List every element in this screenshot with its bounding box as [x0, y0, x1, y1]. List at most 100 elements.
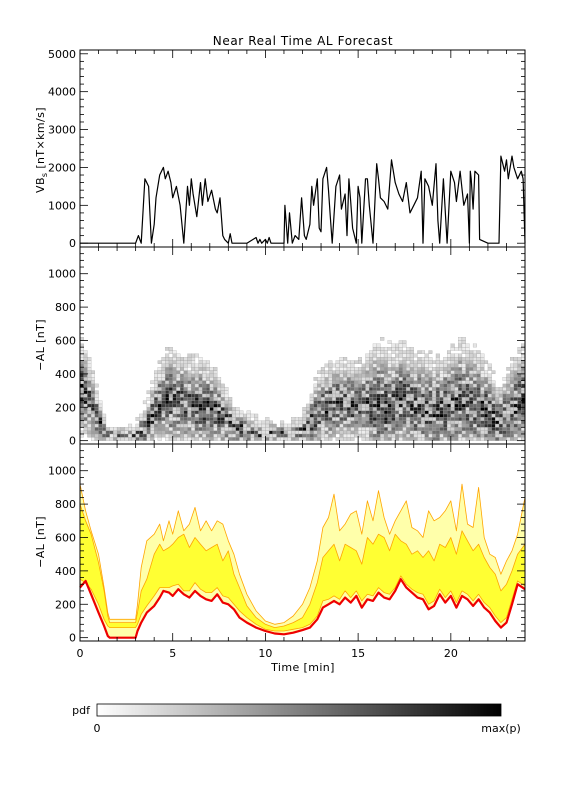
pdf-cell — [510, 390, 515, 395]
colorbar-max-label: max(p) — [481, 722, 521, 735]
pdf-cell — [306, 407, 311, 411]
pdf-cell — [450, 400, 455, 405]
pdf-cell — [480, 423, 485, 428]
pdf-cell — [339, 430, 344, 435]
pdf-cell — [335, 387, 340, 391]
pdf-cell — [517, 410, 522, 415]
pdf-cell — [398, 387, 403, 391]
pdf-cell — [439, 430, 444, 435]
pdf-cell — [446, 427, 451, 431]
pdf-cell — [168, 373, 173, 378]
pdf-cell — [439, 367, 444, 371]
pdf-cell — [287, 437, 292, 441]
pdf-cell — [161, 423, 166, 428]
pdf-cell — [435, 427, 440, 431]
pdf-cell — [268, 437, 273, 441]
pdf-cell — [376, 377, 381, 381]
pdf-cell — [109, 433, 114, 438]
pdf-cell — [383, 350, 388, 354]
pdf-cell — [391, 367, 396, 371]
pdf-cell — [306, 437, 311, 441]
pdf-cell — [339, 427, 344, 431]
pdf-cell — [102, 433, 107, 438]
pdf-cell — [239, 437, 244, 441]
pdf-cell — [198, 430, 203, 435]
pdf-cell — [454, 423, 459, 428]
pdf-cell — [205, 403, 210, 408]
pdf-cell — [339, 413, 344, 418]
pdf-cell — [324, 437, 329, 441]
pdf-cell — [346, 393, 351, 398]
pdf-cell — [450, 393, 455, 398]
pdf-cell — [357, 387, 362, 391]
pdf-cell — [465, 350, 470, 354]
pdf-cell — [402, 367, 407, 371]
pdf-cell — [502, 433, 507, 438]
pdf-cell — [209, 390, 214, 395]
pdf-cell — [406, 420, 411, 425]
pdf-cell — [413, 430, 418, 435]
pdf-cell — [183, 420, 188, 425]
pdf-cell — [172, 397, 177, 401]
pdf-cell — [324, 407, 329, 411]
pdf-cell — [472, 427, 477, 431]
pdf-cell — [291, 420, 296, 425]
pdf-cell — [361, 370, 366, 375]
pdf-cell — [79, 360, 84, 364]
pdf-cell — [350, 430, 355, 435]
pdf-cell — [205, 407, 210, 411]
pdf-cell — [339, 420, 344, 425]
pdf-cell — [205, 437, 210, 441]
pdf-cell — [157, 430, 162, 435]
pdf-cell — [461, 347, 466, 351]
pdf-cell — [350, 410, 355, 415]
pdf-cell — [365, 400, 370, 405]
pdf-cell — [139, 420, 144, 425]
pdf-cell — [450, 397, 455, 401]
pdf-cell — [454, 373, 459, 378]
pdf-cell — [268, 423, 273, 428]
pdf-cell — [510, 377, 515, 381]
pdf-cell — [498, 427, 503, 431]
pdf-cell — [480, 373, 485, 378]
pdf-cell — [313, 427, 318, 431]
pdf-cell — [339, 373, 344, 378]
pdf-cell — [376, 390, 381, 395]
pdf-cell — [313, 377, 318, 381]
pdf-cell — [439, 427, 444, 431]
pdf-cell — [428, 390, 433, 395]
pdf-cell — [458, 357, 463, 361]
pdf-cell — [487, 433, 492, 438]
pdf-cell — [376, 423, 381, 428]
pdf-cell — [391, 383, 396, 388]
pdf-cell — [335, 413, 340, 418]
pdf-cell — [409, 437, 414, 441]
pdf-cell — [146, 430, 151, 435]
pdf-cell — [432, 427, 437, 431]
y-tick-label: 600 — [55, 531, 76, 544]
pdf-cell — [187, 373, 192, 378]
pdf-cell — [406, 367, 411, 371]
pdf-cell — [461, 337, 466, 341]
pdf-cell — [424, 410, 429, 415]
pdf-cell — [202, 370, 207, 375]
pdf-cell — [395, 433, 400, 438]
pdf-cell — [254, 430, 259, 435]
pdf-cell — [180, 357, 184, 361]
pdf-cell — [250, 437, 255, 441]
pdf-cell — [265, 437, 270, 441]
pdf-cell — [220, 437, 225, 441]
pdf-cell — [328, 370, 333, 375]
pdf-cell — [458, 420, 463, 425]
pdf-cell — [79, 377, 84, 381]
pdf-cell — [472, 433, 477, 438]
pdf-cell — [354, 367, 359, 371]
pdf-cell — [472, 393, 477, 398]
pdf-cell — [424, 357, 429, 361]
pdf-cell — [361, 413, 366, 418]
pdf-cell — [220, 393, 225, 398]
pdf-cell — [417, 400, 422, 405]
pdf-cell — [469, 393, 474, 398]
pdf-cell — [198, 363, 203, 368]
pdf-cell — [116, 427, 121, 431]
